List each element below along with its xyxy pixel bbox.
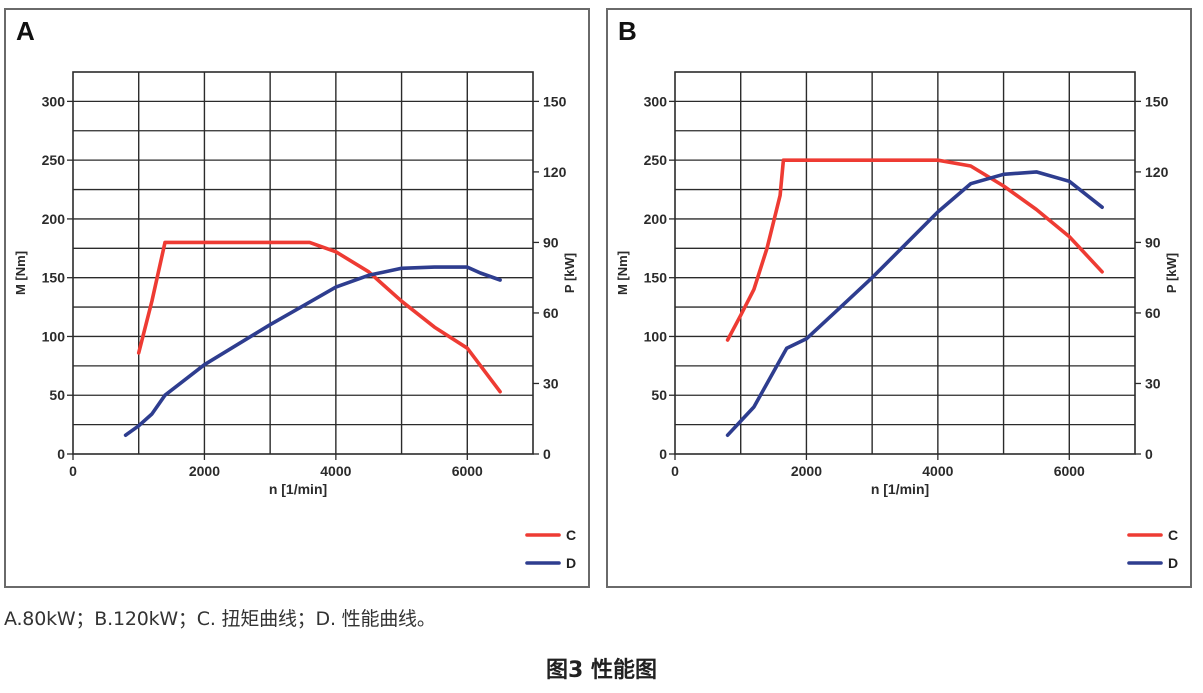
- chart-svg-a: A 0 50 100 150 200 250 300 0 30 60 90 120 150 0 2000 400…: [13, 16, 577, 571]
- y-left-tick-label: 0: [57, 446, 65, 462]
- legend-label-d: D: [566, 555, 576, 571]
- plot-area: [72, 71, 534, 455]
- y-right-tick-label: 30: [1145, 375, 1161, 391]
- x-tick-label: 4000: [320, 463, 351, 479]
- x-tick-label: 0: [671, 463, 679, 479]
- y-left-tick-label: 300: [644, 93, 668, 109]
- y-right-tick-label: 150: [1145, 93, 1169, 109]
- y-right-tick-label: 0: [1145, 446, 1153, 462]
- figure-title: 图3 性能图: [546, 658, 657, 683]
- series-line-c: [136, 240, 502, 394]
- y-left-tick-label: 200: [644, 211, 668, 227]
- y-right-tick-label: 90: [543, 234, 559, 250]
- y-left-tick-label: 250: [644, 152, 668, 168]
- y-right-axis-label: P [kW]: [562, 253, 577, 293]
- legend-label-c: C: [1168, 527, 1178, 543]
- x-tick-label: 2000: [189, 463, 220, 479]
- x-tick-label: 0: [69, 463, 77, 479]
- chart-svg-b: B 0 50 100 150 200 250 300 0 30 60 90 120 150 0 2000 400…: [615, 16, 1179, 571]
- y-left-tick-label: 100: [644, 328, 668, 344]
- y-right-tick-label: 120: [543, 164, 567, 180]
- x-axis-label: n [1/min]: [871, 481, 929, 497]
- y-left-tick-label: 150: [644, 270, 668, 286]
- chart-panel-a: A 0 50 100 150 200 250 300 0 30 60 90 120 150 0 2000 400…: [4, 8, 590, 588]
- y-right-tick-label: 30: [543, 375, 559, 391]
- y-right-tick-label: 60: [543, 305, 559, 321]
- y-left-tick-label: 250: [42, 152, 66, 168]
- y-left-tick-label: 100: [42, 328, 66, 344]
- legend-label-d: D: [1168, 555, 1178, 571]
- plot-area: [674, 71, 1136, 455]
- y-left-tick-label: 50: [651, 387, 667, 403]
- y-right-tick-label: 90: [1145, 234, 1161, 250]
- y-right-tick-label: 0: [543, 446, 551, 462]
- y-left-tick-label: 200: [42, 211, 66, 227]
- legend-label-c: C: [566, 527, 576, 543]
- y-left-tick-label: 50: [49, 387, 65, 403]
- y-left-axis-label: M [Nm]: [615, 251, 630, 295]
- y-left-tick-label: 300: [42, 93, 66, 109]
- panel-label: B: [618, 16, 637, 46]
- x-tick-label: 6000: [452, 463, 483, 479]
- series-line-d: [725, 170, 1104, 438]
- chart-panel-b: B 0 50 100 150 200 250 300 0 30 60 90 120 150 0 2000 400…: [606, 8, 1192, 588]
- x-tick-label: 2000: [791, 463, 822, 479]
- x-tick-label: 6000: [1054, 463, 1085, 479]
- series-line-c: [725, 158, 1104, 342]
- series-line-d: [123, 265, 502, 438]
- y-right-tick-label: 150: [543, 93, 567, 109]
- figure-caption: A.80kW；B.120kW；C. 扭矩曲线；D. 性能曲线。: [4, 608, 436, 630]
- y-left-axis-label: M [Nm]: [13, 251, 28, 295]
- panel-label: A: [16, 16, 35, 46]
- y-right-tick-label: 120: [1145, 164, 1169, 180]
- y-right-tick-label: 60: [1145, 305, 1161, 321]
- y-left-tick-label: 0: [659, 446, 667, 462]
- y-right-axis-label: P [kW]: [1164, 253, 1179, 293]
- y-left-tick-label: 150: [42, 270, 66, 286]
- x-tick-label: 4000: [922, 463, 953, 479]
- x-axis-label: n [1/min]: [269, 481, 327, 497]
